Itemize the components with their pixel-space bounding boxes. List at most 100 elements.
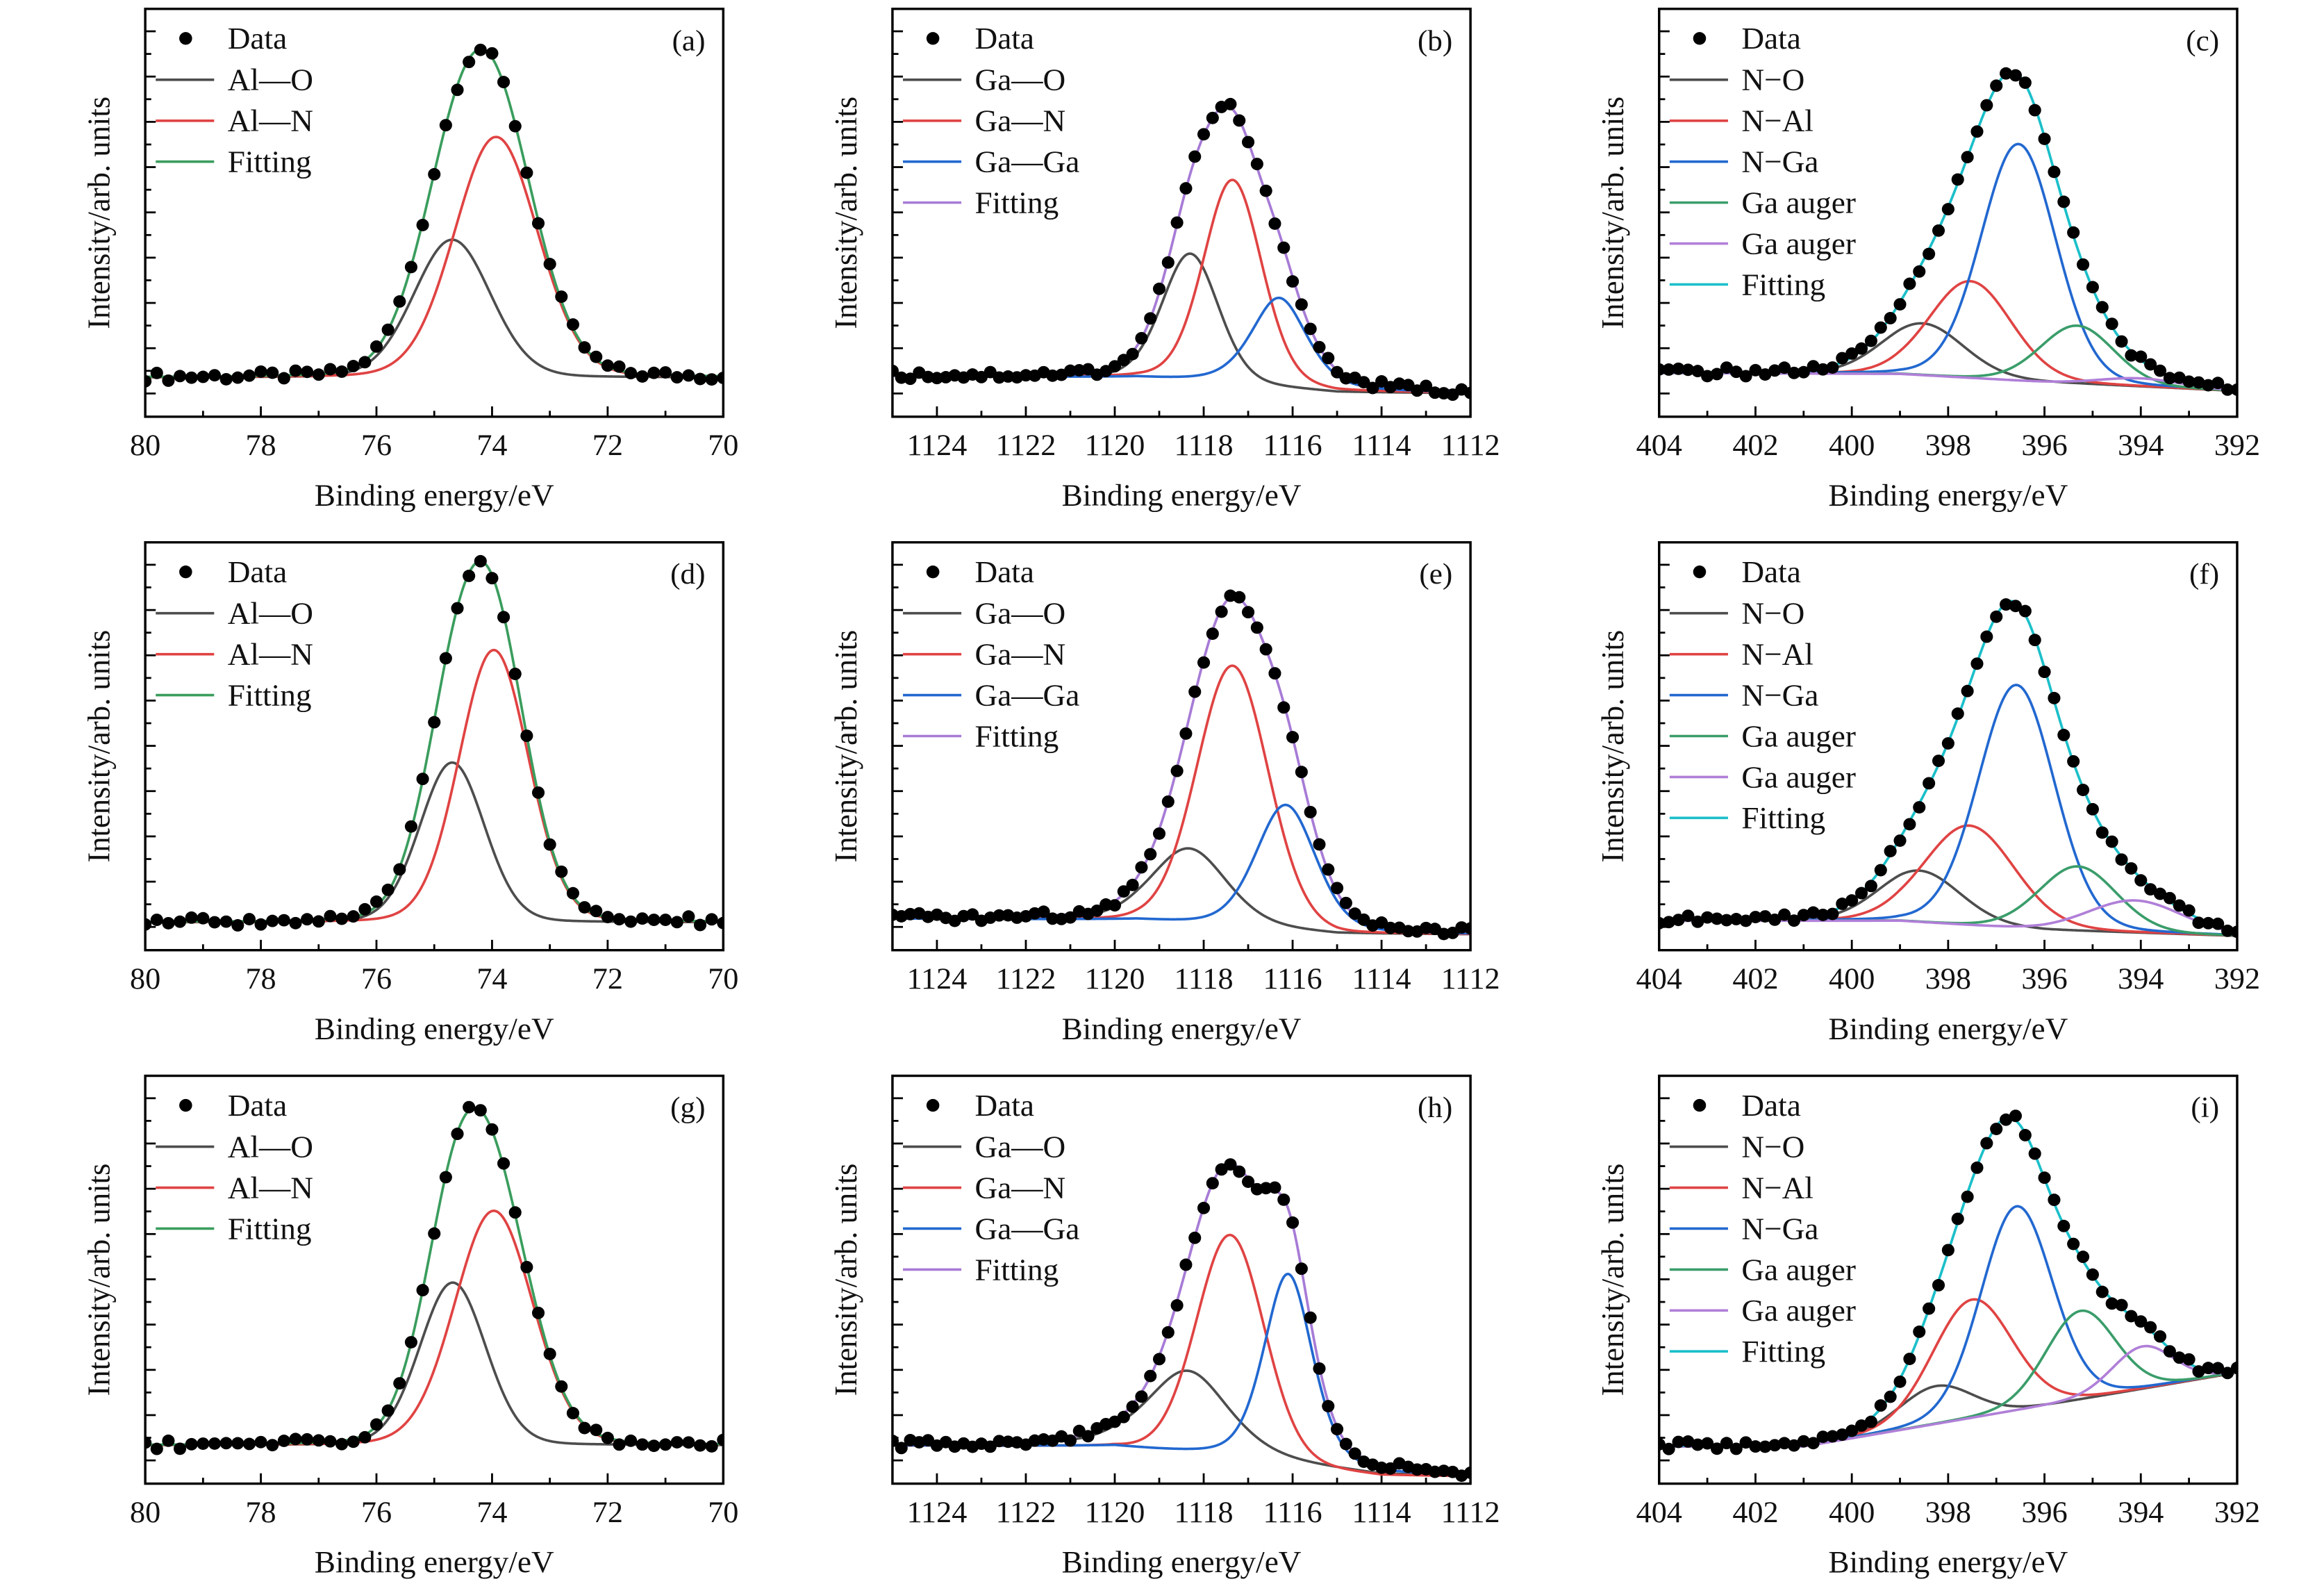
data-point <box>1081 1430 1095 1443</box>
data-point <box>1206 1177 1219 1190</box>
data-point <box>2125 862 2138 875</box>
x-tick-label: 80 <box>130 1496 160 1529</box>
data-point <box>1224 1158 1237 1171</box>
data-point <box>2000 67 2013 80</box>
data-point <box>208 1437 222 1450</box>
x-tick-label: 394 <box>2118 962 2164 996</box>
x-tick-label: 398 <box>1925 429 1971 462</box>
data-point <box>266 1439 279 1452</box>
x-tick-label: 396 <box>2021 962 2067 996</box>
data-point <box>2086 802 2099 816</box>
data-point <box>474 1104 487 1117</box>
x-tick-label: 400 <box>1829 1496 1875 1529</box>
data-point <box>208 369 222 382</box>
x-axis-label: Binding energy/eV <box>1062 478 1302 513</box>
legend-label: Ga auger <box>1741 1293 1856 1328</box>
data-point <box>428 716 441 729</box>
data-point <box>185 1437 198 1451</box>
data-point <box>590 1423 603 1437</box>
data-point <box>1268 667 1281 680</box>
data-point <box>1884 1390 1897 1403</box>
data-point <box>2192 916 2205 930</box>
data-point <box>1672 362 1685 375</box>
data-point <box>404 1336 417 1348</box>
data-point <box>636 370 649 383</box>
data-point <box>1903 1353 1916 1365</box>
data-point <box>485 1123 499 1136</box>
data-point <box>347 1435 360 1448</box>
data-point <box>2115 1298 2128 1312</box>
data-point <box>242 369 256 382</box>
data-point <box>1932 1279 1945 1291</box>
legend-label: Ga—Ga <box>975 145 1080 179</box>
data-point <box>566 1407 579 1420</box>
data-point <box>1854 886 1868 900</box>
data-point <box>1941 203 1954 216</box>
data-point <box>463 570 476 582</box>
data-point <box>1206 627 1219 641</box>
data-point <box>1749 1440 1762 1453</box>
data-point <box>1339 372 1352 385</box>
component-curve-0 <box>892 1369 1471 1477</box>
data-point <box>2230 1361 2237 1374</box>
data-point <box>1135 861 1148 874</box>
data-point <box>543 838 556 851</box>
data-point <box>1903 818 1916 831</box>
data-point <box>2202 916 2215 930</box>
x-tick-label: 392 <box>2214 1496 2260 1529</box>
y-axis-label: Intensity/arb. units <box>829 1164 863 1396</box>
legend-data-marker <box>179 1098 192 1112</box>
data-point <box>1313 838 1326 851</box>
x-axis-label: Binding energy/eV <box>1828 1544 2068 1579</box>
data-point <box>717 916 724 930</box>
data-point <box>1250 158 1263 170</box>
data-point <box>358 902 372 916</box>
data-point <box>1197 128 1211 141</box>
fitting-curve <box>145 47 724 379</box>
data-point <box>347 910 360 923</box>
data-point <box>1826 1430 1839 1443</box>
x-tick-label: 1118 <box>1174 1496 1233 1529</box>
data-point <box>254 1435 267 1448</box>
data-point <box>1161 1326 1175 1339</box>
data-point <box>185 911 198 924</box>
data-point <box>485 47 499 60</box>
panel-i: 404 402 400 398 396 394 392 Data N−O N−Al N−Ga Ga a… <box>1595 1074 2260 1579</box>
data-point <box>1990 610 2003 623</box>
data-point <box>1170 764 1184 777</box>
data-point <box>993 909 1006 922</box>
x-tick-label: 78 <box>245 429 276 462</box>
x-tick-label: 70 <box>708 962 738 996</box>
data-point <box>2202 1362 2215 1375</box>
legend: Data Al—O Al—N Fitting <box>156 21 313 179</box>
y-axis-label: Intensity/arb. units <box>81 97 116 329</box>
data-point <box>636 912 649 925</box>
data-point <box>624 1434 638 1447</box>
data-point <box>2076 258 2090 271</box>
data-point <box>1241 1175 1255 1188</box>
data-point <box>1464 1466 1471 1479</box>
data-point <box>289 916 302 930</box>
data-point <box>2018 604 2032 618</box>
component-curve-0 <box>145 1281 724 1446</box>
legend-label: Al—O <box>228 596 313 631</box>
x-tick-label: 1116 <box>1263 962 1322 996</box>
data-point <box>2038 1171 2051 1185</box>
legend-label: N−Al <box>1741 637 1813 672</box>
data-point <box>543 1347 556 1360</box>
plot-area <box>145 1100 724 1455</box>
data-point <box>2086 281 2099 294</box>
legend-label: Fitting <box>228 678 312 713</box>
data-point <box>1691 1438 1704 1451</box>
data-point <box>1348 907 1361 921</box>
data-point <box>2153 1330 2167 1343</box>
data-point <box>1923 777 1936 790</box>
data-point <box>277 372 290 385</box>
x-tick-label: 1118 <box>1174 429 1233 462</box>
data-point <box>381 883 395 896</box>
data-point <box>590 905 603 918</box>
data-point <box>1090 904 1104 917</box>
data-point <box>451 83 464 97</box>
data-point <box>2057 195 2070 208</box>
data-point <box>266 366 279 379</box>
